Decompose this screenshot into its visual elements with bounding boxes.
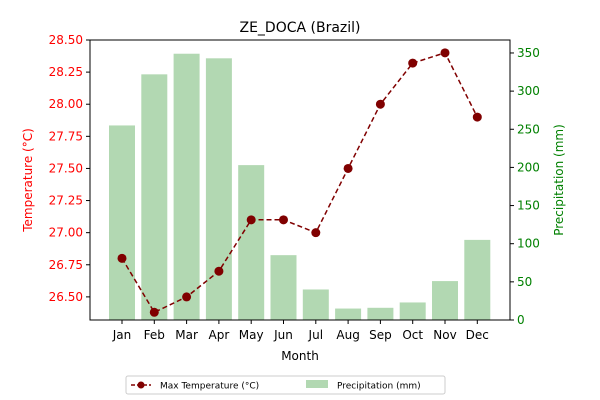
x-tick-label-feb: Feb bbox=[144, 328, 165, 342]
y-left-tick-label: 27.25 bbox=[49, 194, 83, 208]
y-right-tick-label: 50 bbox=[517, 275, 532, 289]
x-tick-label-jun: Jun bbox=[273, 328, 293, 342]
x-tick-label-oct: Oct bbox=[402, 328, 423, 342]
precip-bar-aug bbox=[335, 308, 362, 320]
temp-point-apr bbox=[214, 266, 224, 276]
temp-point-jul bbox=[311, 228, 321, 238]
precip-bar-jul bbox=[302, 289, 329, 320]
legend-marker-swatch bbox=[137, 381, 145, 389]
x-tick-label-aug: Aug bbox=[336, 328, 359, 342]
y-left-tick-label: 28.00 bbox=[49, 97, 83, 111]
y-left-tick-label: 27.50 bbox=[49, 161, 83, 175]
y-left-tick-label: 27.00 bbox=[49, 226, 83, 240]
temp-point-nov bbox=[440, 48, 450, 58]
y-left-tick-label: 27.75 bbox=[49, 129, 83, 143]
legend: Max Temperature (°C) Precipitation (mm) bbox=[125, 375, 446, 395]
temp-point-jun bbox=[279, 215, 288, 225]
precipitation-bars bbox=[109, 53, 491, 321]
temperature-line-group bbox=[117, 48, 482, 317]
legend-bar-swatch bbox=[306, 380, 328, 388]
x-tick-label-sep: Sep bbox=[369, 328, 392, 342]
legend-label-temperature: Max Temperature (°C) bbox=[160, 382, 259, 392]
temp-point-may bbox=[246, 215, 256, 225]
precip-bar-jan bbox=[109, 125, 135, 321]
x-tick-label-dec: Dec bbox=[466, 328, 489, 342]
temp-point-oct bbox=[408, 58, 418, 68]
y-left-tick-label: 28.50 bbox=[49, 33, 83, 47]
precip-bar-feb bbox=[141, 74, 168, 320]
y-axis-right-label: Precipitation (mm) bbox=[552, 124, 566, 236]
temp-point-jan bbox=[117, 253, 127, 263]
x-tick-label-apr: Apr bbox=[209, 328, 230, 342]
x-tick-label-jul: Jul bbox=[308, 328, 323, 342]
y-axis-right: 0 50 100 150 200 250 300 350 bbox=[510, 46, 540, 327]
precip-bar-sep bbox=[367, 307, 394, 320]
temp-point-aug bbox=[343, 163, 353, 173]
x-axis-label: Month bbox=[281, 349, 319, 363]
precip-bar-nov bbox=[432, 281, 458, 320]
precip-bar-oct bbox=[399, 302, 426, 320]
y-right-tick-label: 200 bbox=[517, 160, 540, 174]
y-right-tick-label: 150 bbox=[517, 199, 540, 213]
precip-bar-may bbox=[238, 165, 265, 320]
temp-point-dec bbox=[472, 112, 482, 122]
x-tick-label-mar: Mar bbox=[175, 328, 198, 342]
temperature-line bbox=[121, 51, 478, 314]
temp-point-feb bbox=[149, 307, 159, 317]
y-axis-left: 26.50 26.75 27.00 27.25 27.50 27.75 28.00 28.25… bbox=[49, 33, 90, 304]
y-left-tick-label: 26.75 bbox=[49, 258, 83, 272]
y-axis-left-label: Temperature (°C) bbox=[21, 128, 35, 233]
x-tick-label-nov: Nov bbox=[433, 328, 456, 342]
y-right-tick-label: 250 bbox=[517, 122, 540, 136]
y-right-tick-label: 350 bbox=[517, 46, 540, 60]
y-right-tick-label: 100 bbox=[517, 237, 540, 251]
precip-bar-mar bbox=[173, 53, 200, 320]
x-axis: Jan Feb Mar Apr May Jun Jul Aug Sep Oct Nov Dec bbox=[112, 320, 489, 342]
x-tick-label-jan: Jan bbox=[112, 328, 132, 342]
plot-frame bbox=[89, 39, 511, 321]
precip-bar-apr bbox=[205, 58, 232, 320]
y-right-tick-label: 0 bbox=[517, 313, 525, 327]
y-left-tick-label: 26.50 bbox=[49, 290, 83, 304]
chart-title: ZE_DOCA (Brazil) bbox=[239, 20, 360, 36]
temp-point-mar bbox=[182, 292, 192, 302]
legend-box bbox=[125, 375, 446, 395]
temp-point-sep bbox=[375, 99, 385, 109]
legend-label-precipitation: Precipitation (mm) bbox=[337, 382, 421, 392]
x-tick-label-may: May bbox=[239, 328, 264, 342]
precip-bar-jun bbox=[270, 255, 297, 320]
precip-bar-dec bbox=[464, 239, 491, 320]
y-left-tick-label: 28.25 bbox=[49, 65, 83, 79]
y-right-tick-label: 300 bbox=[517, 84, 540, 98]
